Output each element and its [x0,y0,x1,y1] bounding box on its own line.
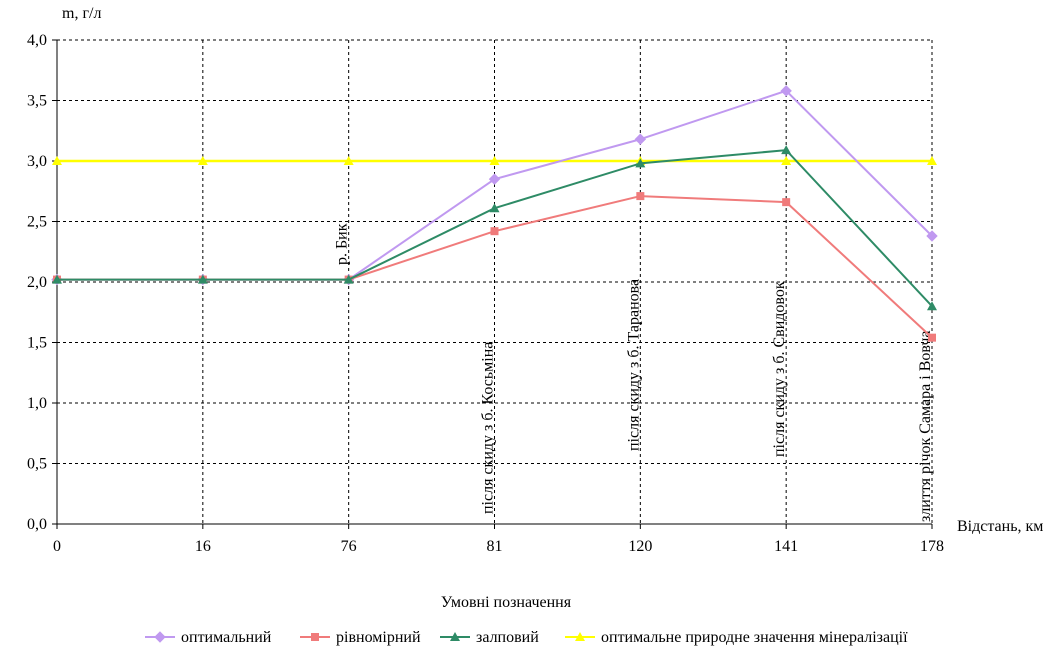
point-marker [489,156,500,165]
legend-label: залповий [476,629,539,646]
legend: оптимальний рівномірний залповий оптимальне… [145,629,908,646]
y-tick-label: 1,0 [27,395,47,412]
y-axis-label: m, г/л [62,5,101,22]
annotation-label: після скиду з б. Свидовок [771,281,788,457]
annotation-label: р. Бик [334,223,351,265]
point-marker [634,133,647,145]
x-tick-label: 120 [628,538,652,555]
point-marker [575,632,585,641]
point-marker [450,632,460,641]
annotation-label: після скиду з б. Таранова [625,279,642,451]
point-marker [636,192,645,201]
legend-item: оптимальний [145,629,272,646]
point-marker [488,173,501,185]
point-marker [197,274,208,284]
legend-item: залповий [440,629,539,646]
point-marker [343,156,354,165]
legend-label: оптимальне природне значення мінералізац… [601,629,908,646]
annotations: р. Бик після скиду з б. Косьміна після ски… [334,223,934,522]
point-marker [927,301,937,311]
point-marker [311,633,319,641]
point-marker [197,156,208,165]
y-tick-label: 0,5 [27,456,47,473]
y-tick-label: 1,5 [27,335,47,352]
point-marker [52,156,62,165]
x-tick-label: 76 [341,538,357,555]
point-marker [489,203,500,213]
series-2 [52,145,937,311]
x-axis-label: Відстань, км [957,518,1043,535]
y-tick-label: 4,0 [27,32,47,49]
point-marker [928,333,936,342]
point-marker [782,198,791,207]
series-3 [52,156,937,165]
y-tick-label: 2,5 [27,214,47,231]
point-marker [927,156,937,165]
point-marker [780,85,792,97]
point-marker [926,230,938,242]
y-tick-label: 3,5 [27,93,47,110]
point-marker [490,227,499,236]
x-tick-label: 141 [774,538,798,555]
annotation-label: злиття річок Самара і Вовча [917,331,934,522]
point-marker [781,145,792,155]
annotation-label: після скиду з б. Косьміна [480,342,497,514]
legend-item: оптимальне природне значення мінералізац… [565,629,908,646]
legend-label: оптимальний [181,629,272,646]
point-marker [781,156,792,165]
point-marker [154,631,166,643]
point-marker [635,158,646,168]
point-marker [52,274,62,284]
x-tick-label: 81 [487,538,503,555]
y-tick-label: 3,0 [27,153,47,170]
legend-title: Умовні позначення [441,594,572,611]
series [51,85,938,342]
legend-item: рівномірний [300,629,421,646]
x-tick-label: 16 [195,538,211,555]
legend-label: рівномірний [336,629,421,646]
x-tick-label: 0 [53,538,61,555]
x-tick-label: 178 [920,538,944,555]
y-tick-label: 0,0 [27,516,47,533]
point-marker [343,274,354,284]
y-tick-label: 2,0 [27,274,47,291]
